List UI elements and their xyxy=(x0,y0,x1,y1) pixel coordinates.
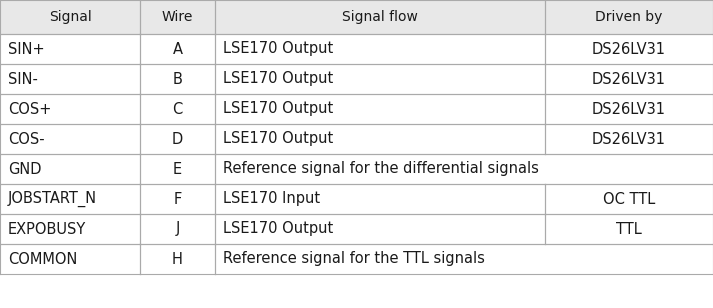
Bar xyxy=(140,34,215,64)
Text: DS26LV31: DS26LV31 xyxy=(592,132,666,147)
Text: TTL: TTL xyxy=(616,221,642,237)
Text: A: A xyxy=(173,42,183,56)
Text: C: C xyxy=(173,102,183,116)
Bar xyxy=(0,34,140,64)
Bar xyxy=(140,214,215,244)
Bar xyxy=(0,184,140,214)
Bar xyxy=(0,214,140,244)
Text: Wire: Wire xyxy=(162,10,193,24)
Bar xyxy=(215,244,713,274)
Bar xyxy=(0,244,140,274)
Bar xyxy=(215,94,545,124)
Text: DS26LV31: DS26LV31 xyxy=(592,42,666,56)
Bar xyxy=(140,0,215,34)
Text: LSE170 Output: LSE170 Output xyxy=(223,71,333,87)
Bar xyxy=(215,0,545,34)
Text: Driven by: Driven by xyxy=(595,10,662,24)
Text: DS26LV31: DS26LV31 xyxy=(592,71,666,87)
Bar xyxy=(215,124,545,154)
Text: COS-: COS- xyxy=(8,132,45,147)
Bar xyxy=(215,34,545,64)
Text: Signal: Signal xyxy=(48,10,91,24)
Bar xyxy=(545,214,713,244)
Bar xyxy=(140,184,215,214)
Text: E: E xyxy=(173,161,182,176)
Text: H: H xyxy=(172,252,183,266)
Text: COS+: COS+ xyxy=(8,102,51,116)
Text: J: J xyxy=(175,221,180,237)
Bar xyxy=(0,124,140,154)
Text: Reference signal for the TTL signals: Reference signal for the TTL signals xyxy=(223,252,485,266)
Text: DS26LV31: DS26LV31 xyxy=(592,102,666,116)
Text: SIN+: SIN+ xyxy=(8,42,45,56)
Bar xyxy=(545,0,713,34)
Bar xyxy=(545,124,713,154)
Text: LSE170 Output: LSE170 Output xyxy=(223,221,333,237)
Bar xyxy=(0,94,140,124)
Text: SIN-: SIN- xyxy=(8,71,38,87)
Text: Reference signal for the differential signals: Reference signal for the differential si… xyxy=(223,161,539,176)
Text: JOBSTART_N: JOBSTART_N xyxy=(8,191,97,207)
Bar xyxy=(215,64,545,94)
Bar xyxy=(215,154,713,184)
Bar xyxy=(545,64,713,94)
Bar xyxy=(545,94,713,124)
Text: B: B xyxy=(173,71,183,87)
Text: D: D xyxy=(172,132,183,147)
Text: Signal flow: Signal flow xyxy=(342,10,418,24)
Text: F: F xyxy=(173,192,182,206)
Text: COMMON: COMMON xyxy=(8,252,78,266)
Bar xyxy=(545,34,713,64)
Text: LSE170 Output: LSE170 Output xyxy=(223,102,333,116)
Text: LSE170 Output: LSE170 Output xyxy=(223,42,333,56)
Bar xyxy=(545,184,713,214)
Text: EXPOBUSY: EXPOBUSY xyxy=(8,221,86,237)
Text: GND: GND xyxy=(8,161,41,176)
Bar xyxy=(0,0,140,34)
Bar xyxy=(0,64,140,94)
Text: LSE170 Input: LSE170 Input xyxy=(223,192,320,206)
Bar xyxy=(215,214,545,244)
Bar xyxy=(140,154,215,184)
Bar xyxy=(215,184,545,214)
Bar xyxy=(140,244,215,274)
Bar xyxy=(140,64,215,94)
Bar xyxy=(0,154,140,184)
Text: OC TTL: OC TTL xyxy=(603,192,655,206)
Bar xyxy=(140,124,215,154)
Bar xyxy=(140,94,215,124)
Text: LSE170 Output: LSE170 Output xyxy=(223,132,333,147)
